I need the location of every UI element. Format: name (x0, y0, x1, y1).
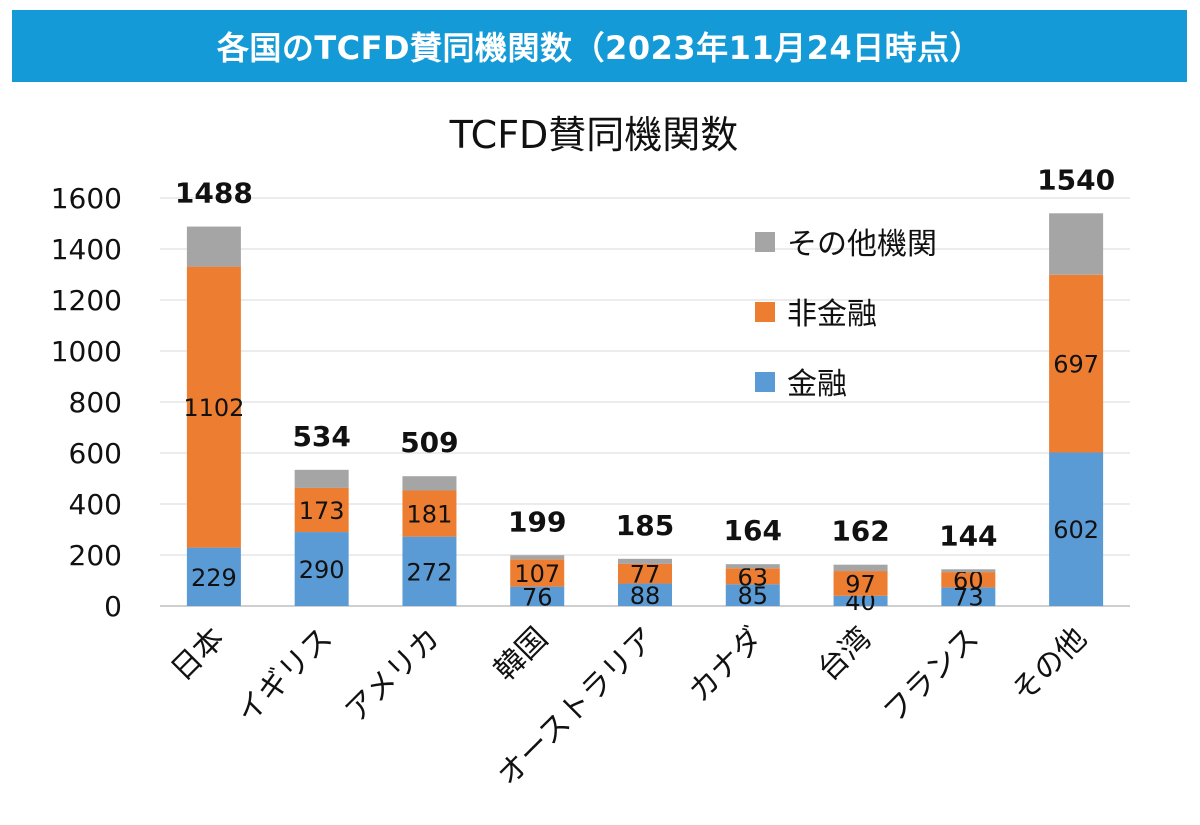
bar-segment (294, 532, 349, 606)
category-label: 韓国 (488, 621, 555, 688)
bar-segment (402, 536, 457, 606)
bar-segment (833, 564, 888, 572)
total-label: 164 (724, 514, 782, 547)
y-tick-label: 1600 (51, 182, 122, 215)
bar-segment (186, 547, 241, 606)
category-label: 日本 (164, 621, 231, 688)
y-tick-label: 600 (69, 437, 122, 470)
bar-segment (294, 469, 349, 488)
bar-segment (618, 558, 672, 564)
y-tick-label: 800 (69, 386, 122, 419)
total-label: 162 (831, 515, 889, 548)
category-label: イギリス (230, 621, 340, 731)
data-label: 73 (953, 584, 984, 612)
category-label: カナダ (682, 621, 770, 709)
total-label: 1488 (175, 177, 253, 210)
bar-segment (618, 563, 672, 584)
bar-segment (402, 476, 457, 491)
data-label: 602 (1053, 516, 1099, 544)
page-banner: 各国のTCFD賛同機関数（2023年11月24日時点） (12, 10, 1187, 82)
bar-segment (725, 584, 780, 606)
bar-segment (186, 226, 241, 267)
y-tick-label: 1200 (51, 284, 122, 317)
category-label: アメリカ (339, 621, 448, 730)
data-label: 272 (407, 558, 453, 586)
bar-segment (618, 583, 672, 606)
bar-segment (186, 266, 241, 548)
data-label: 173 (299, 497, 345, 525)
total-label: 534 (292, 420, 350, 453)
bar-segment (941, 587, 996, 606)
bar-segment (1049, 274, 1104, 453)
category-label: その他 (1005, 621, 1093, 709)
bar-segment (510, 559, 565, 587)
bar-segment (1049, 213, 1104, 275)
data-label: 77 (630, 561, 661, 589)
legend-label: 金融 (787, 367, 847, 402)
data-label: 697 (1053, 351, 1099, 379)
data-label: 107 (514, 560, 560, 588)
bar-segment (1049, 452, 1104, 606)
total-label: 509 (400, 426, 458, 459)
y-tick-label: 1000 (51, 335, 122, 368)
bar-segment (833, 595, 888, 606)
bar-segment (941, 569, 996, 573)
legend-label: その他機関 (787, 227, 937, 262)
data-label: 85 (738, 582, 769, 610)
y-tick-label: 0 (104, 590, 122, 623)
bar-segment (725, 568, 780, 585)
bar-segment (725, 564, 780, 569)
legend-swatch (755, 302, 775, 322)
bars: 2291102148829017353427218150976107199887… (175, 163, 1115, 616)
chart-title: TCFD賛同機関数 (449, 113, 739, 157)
data-label: 76 (522, 583, 553, 611)
data-label: 290 (299, 556, 345, 584)
data-label: 229 (191, 564, 237, 592)
bar-segment (294, 487, 349, 533)
data-label: 1102 (183, 394, 244, 422)
y-tick-label: 200 (69, 539, 122, 572)
bar-segment (402, 490, 457, 537)
total-label: 185 (616, 509, 674, 542)
legend-label: 非金融 (787, 297, 877, 332)
category-label: 台湾 (811, 621, 878, 688)
bar-segment (510, 586, 565, 606)
y-tick-label: 1400 (51, 233, 122, 266)
bar-segment (833, 571, 888, 596)
legend-swatch (755, 232, 775, 252)
total-label: 1540 (1037, 163, 1115, 196)
category-label: フランス (877, 621, 986, 730)
bar-segment (941, 572, 996, 588)
data-label: 181 (407, 501, 453, 529)
bar-segment (510, 555, 565, 560)
y-tick-label: 400 (69, 488, 122, 521)
data-label: 88 (630, 582, 661, 610)
y-axis: 0 200 400 600 800 1000 1200 1400 1600 (51, 182, 122, 623)
data-label: 97 (845, 570, 876, 598)
total-label: 144 (939, 519, 997, 552)
total-label: 199 (508, 505, 566, 538)
legend-swatch (755, 372, 775, 392)
banner-title: 各国のTCFD賛同機関数（2023年11月24日時点） (216, 29, 983, 67)
